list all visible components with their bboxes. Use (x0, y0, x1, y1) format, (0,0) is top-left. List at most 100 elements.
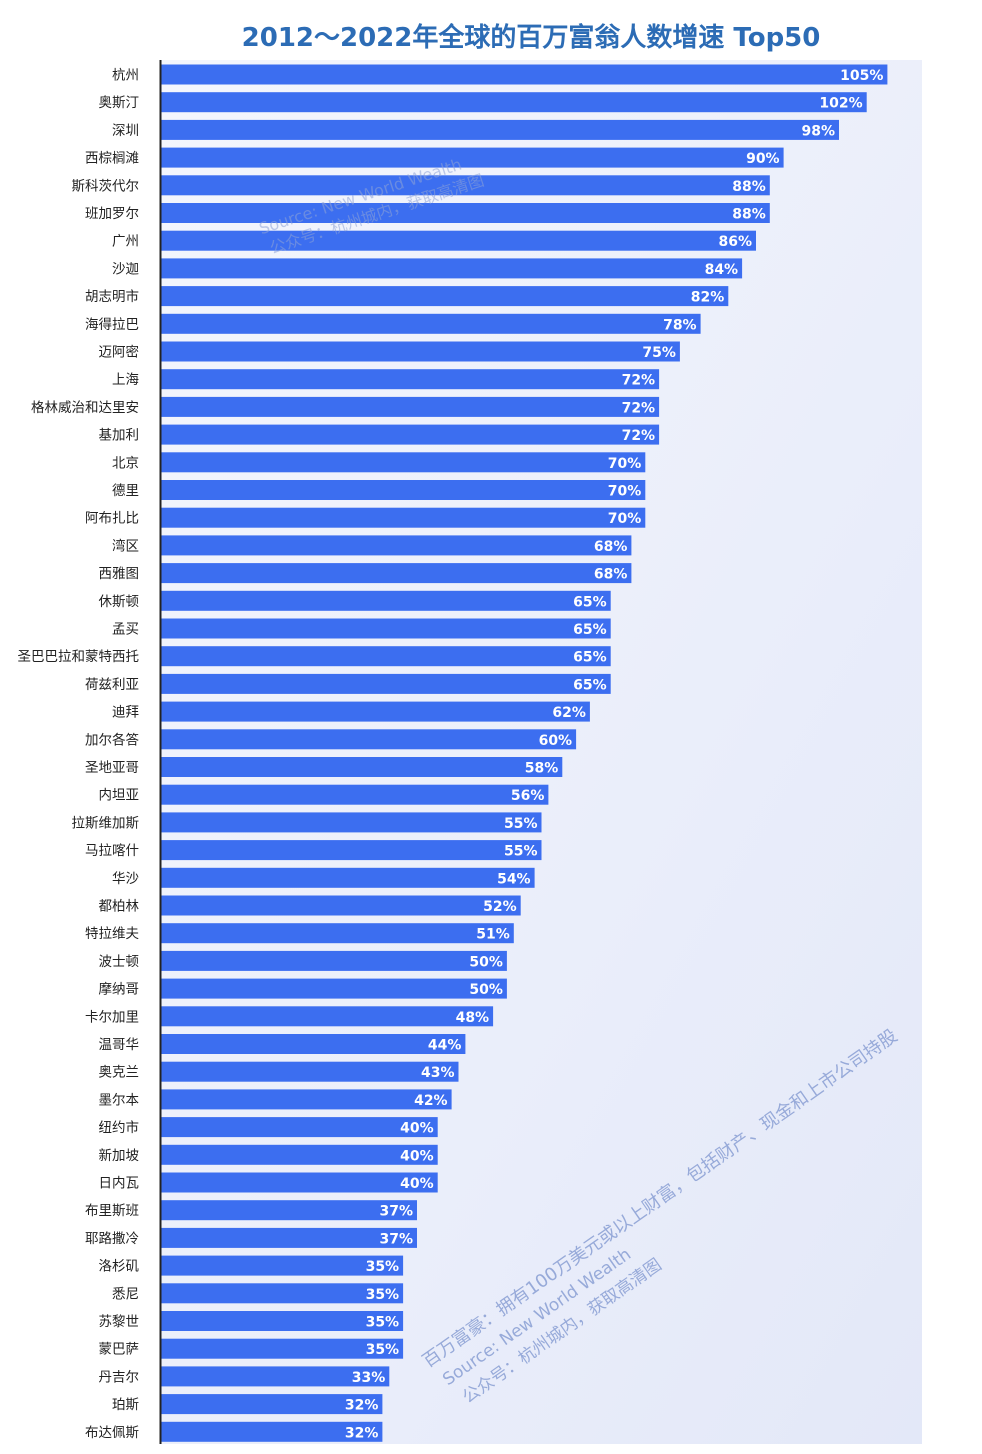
category-label: 奥斯汀 (99, 94, 140, 111)
value-label: 70% (608, 456, 642, 472)
value-label: 56% (511, 788, 545, 804)
category-label: 基加利 (99, 427, 140, 444)
bar (161, 1089, 452, 1110)
bar (161, 1255, 404, 1276)
value-label: 70% (608, 484, 642, 500)
category-label: 格林威治和达里安 (31, 400, 139, 416)
value-label: 65% (573, 622, 607, 638)
category-label: 圣地亚哥 (85, 760, 139, 776)
bar (161, 313, 701, 334)
value-label: 58% (525, 761, 559, 777)
value-label: 35% (366, 1259, 400, 1275)
value-label: 88% (732, 207, 766, 223)
bar (161, 812, 542, 833)
category-label: 荷兹利亚 (85, 677, 139, 693)
category-label: 日内瓦 (99, 1176, 140, 1192)
bar (161, 1311, 404, 1331)
value-label: 72% (622, 400, 656, 416)
category-label: 都柏林 (99, 899, 140, 915)
bar (161, 729, 577, 750)
bar (161, 1366, 390, 1387)
bar (161, 840, 542, 861)
category-label: 斯科茨代尔 (72, 178, 140, 194)
bar (161, 1394, 383, 1415)
category-label: 墨尔本 (99, 1092, 140, 1108)
category-label: 沙迦 (112, 261, 139, 277)
category-label: 蒙巴萨 (99, 1342, 140, 1358)
bar (161, 923, 514, 944)
category-label: 耶路撒冷 (85, 1231, 139, 1247)
category-label: 新加坡 (99, 1148, 140, 1164)
value-label: 40% (400, 1121, 434, 1137)
category-label: 奥克兰 (99, 1064, 140, 1081)
category-label: 杭州 (112, 68, 139, 84)
value-label: 72% (622, 373, 656, 389)
bar (161, 1034, 466, 1054)
bar (161, 590, 611, 611)
bars (161, 64, 888, 1442)
bar (161, 618, 611, 639)
bar (161, 92, 867, 113)
category-label: 悉尼 (112, 1286, 139, 1302)
bar (161, 369, 660, 390)
value-label: 70% (608, 511, 642, 527)
bar (161, 1283, 404, 1304)
category-label: 圣巴巴拉和蒙特西托 (18, 649, 140, 665)
bar (161, 563, 632, 584)
category-label: 德里 (112, 483, 139, 499)
category-label: 班加罗尔 (85, 206, 139, 222)
category-label: 加尔各答 (85, 731, 139, 748)
value-label: 32% (345, 1398, 379, 1414)
value-label: 33% (352, 1370, 386, 1386)
value-label: 68% (594, 567, 628, 583)
value-label: 48% (456, 1010, 490, 1026)
bar (161, 867, 535, 888)
value-label: 82% (691, 290, 725, 306)
category-label: 珀斯 (112, 1397, 139, 1413)
category-label: 广州 (112, 234, 139, 250)
bar (161, 673, 611, 694)
category-label: 华沙 (112, 871, 139, 887)
bar (161, 1421, 383, 1442)
category-label: 北京 (112, 455, 139, 471)
value-label: 40% (400, 1176, 434, 1192)
value-label: 40% (400, 1148, 434, 1164)
category-label: 休斯顿 (99, 594, 140, 610)
category-label: 胡志明市 (85, 288, 139, 305)
bar (161, 396, 660, 417)
bar (161, 757, 563, 777)
category-label: 深圳 (112, 123, 139, 139)
category-label: 特拉维夫 (85, 926, 139, 942)
bar (161, 341, 680, 362)
category-label: 马拉喀什 (85, 843, 139, 859)
category-label: 迪拜 (112, 705, 139, 721)
category-label: 摩纳哥 (99, 981, 140, 998)
bar (161, 203, 770, 223)
bar (161, 258, 743, 279)
value-label: 51% (476, 927, 510, 943)
bar (161, 978, 507, 999)
bar (161, 424, 660, 445)
bar (161, 784, 549, 805)
value-label: 84% (705, 262, 739, 278)
value-label: 102% (819, 96, 862, 112)
value-label: 65% (573, 650, 607, 666)
category-label: 波士顿 (99, 954, 140, 970)
value-label: 65% (573, 594, 607, 610)
value-label: 78% (663, 317, 697, 333)
value-label: 37% (379, 1231, 413, 1247)
bar (161, 452, 646, 473)
bar (161, 230, 756, 251)
value-label: 105% (840, 68, 883, 84)
bar (161, 64, 888, 85)
bar (161, 1061, 459, 1082)
value-label: 55% (504, 816, 538, 832)
value-label: 68% (594, 539, 628, 555)
bar (161, 701, 590, 722)
category-label: 西雅图 (99, 566, 140, 582)
category-label: 西棕榈滩 (85, 151, 139, 167)
category-label: 湾区 (112, 537, 139, 554)
value-label: 86% (718, 234, 752, 250)
category-label: 纽约市 (99, 1119, 140, 1136)
